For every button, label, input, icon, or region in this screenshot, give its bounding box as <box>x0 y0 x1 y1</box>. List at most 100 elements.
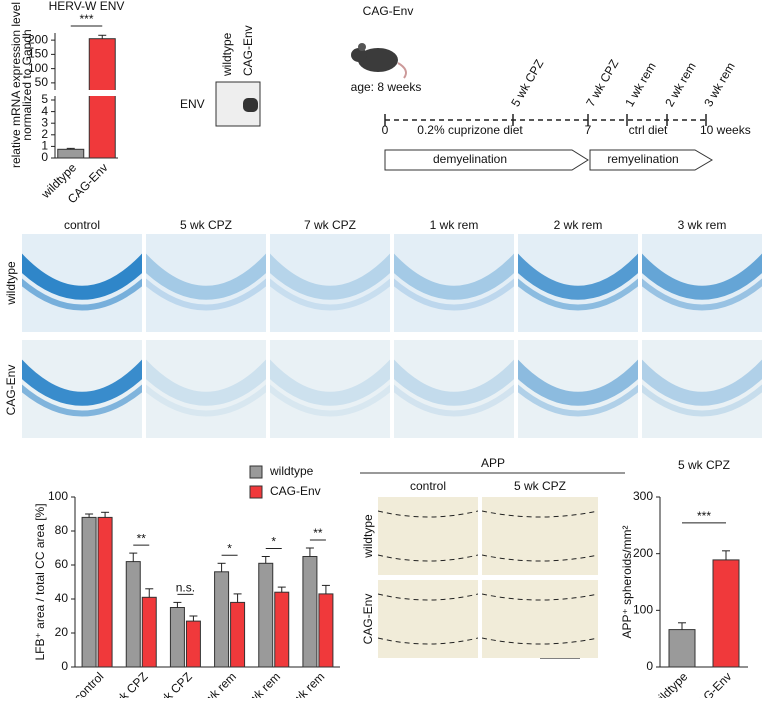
micrograph <box>270 234 390 332</box>
tissue-band <box>518 278 638 311</box>
micrograph <box>518 234 638 332</box>
y-tick-label: 1 <box>41 139 48 153</box>
column-label: 2 wk rem <box>554 218 603 232</box>
column-label: control <box>64 218 100 232</box>
bar <box>318 593 334 668</box>
y-tick-label: 40 <box>55 591 69 605</box>
axis-label: 7 <box>585 123 592 137</box>
column-label: 3 wk rem <box>678 218 727 232</box>
x-tick-label: 2 wk rem <box>239 669 283 698</box>
y-tick-label: 0 <box>61 659 68 673</box>
tissue-band <box>270 278 390 311</box>
x-tick-label: CAG-Env <box>689 669 735 698</box>
phase-label: ctrl diet <box>629 123 668 137</box>
timepoint-label: 7 wk CPZ <box>583 57 621 109</box>
image-bg <box>146 234 266 332</box>
x-tick-label: 1 wk rem <box>195 669 239 698</box>
arrow-label: remyelination <box>607 152 678 166</box>
bar <box>88 38 116 159</box>
tissue-band <box>22 384 142 417</box>
bar <box>214 571 230 668</box>
chart-title: 5 wk CPZ <box>678 458 730 472</box>
y-tick-label: 100 <box>28 61 48 75</box>
y-tick-label: 100 <box>633 603 653 617</box>
micrograph <box>378 580 478 658</box>
y-tick-label: 50 <box>35 75 49 89</box>
chart-title: HERV-W ENV <box>49 0 125 13</box>
tissue-band <box>394 384 514 417</box>
y-tick-label: 4 <box>41 104 48 118</box>
tissue-band <box>270 384 390 417</box>
legend-swatch <box>249 485 263 499</box>
micrograph <box>146 340 266 438</box>
sig-label: * <box>271 535 276 549</box>
row-label: CAG-Env <box>361 594 375 645</box>
micrograph <box>378 497 478 575</box>
cc-outline <box>378 554 478 562</box>
y-tick-label: 5 <box>41 92 48 106</box>
y-tick-label: 150 <box>28 47 48 61</box>
y-tick-label: 200 <box>633 546 653 560</box>
bar <box>57 148 85 159</box>
sig-label: ** <box>313 526 323 540</box>
tissue-band <box>146 384 266 417</box>
cc-outline <box>482 510 598 518</box>
tissue-band <box>22 359 142 406</box>
timepoint-label: 2 wk rem <box>662 60 698 109</box>
sig-label: *** <box>79 12 93 26</box>
column-label: 5 wk CPZ <box>514 479 566 493</box>
y-tick-label: 3 <box>41 115 48 129</box>
row-label: wildtype <box>361 514 375 559</box>
bar <box>185 620 201 668</box>
tissue-band <box>518 359 638 406</box>
x-tick-label: control <box>71 669 106 698</box>
tissue-band <box>642 278 762 311</box>
micrograph <box>394 234 514 332</box>
micrograph <box>146 234 266 332</box>
column-label: 5 wk CPZ <box>180 218 232 232</box>
blot-band <box>243 98 258 112</box>
y-tick-label: 300 <box>633 489 653 503</box>
y-tick-label: 0 <box>41 150 48 164</box>
mouse-icon <box>351 43 407 79</box>
lane-label: wildtype <box>220 32 234 77</box>
arrow-shape <box>589 149 713 171</box>
micrograph <box>394 340 514 438</box>
image-bg <box>394 340 514 438</box>
micrograph <box>270 340 390 438</box>
y-tick-label: 2 <box>41 127 48 141</box>
axes <box>74 497 340 668</box>
tissue-band <box>270 253 390 300</box>
tissue-band <box>642 253 762 300</box>
legend-label: wildtype <box>269 464 314 478</box>
tissue-band <box>146 359 266 406</box>
image-bg <box>394 234 514 332</box>
y-tick-label: 60 <box>55 557 69 571</box>
bar <box>258 562 274 668</box>
row-label: CAG-Env <box>4 365 18 416</box>
image-bg <box>378 497 478 575</box>
mouse-label: CAG-Env <box>363 4 414 18</box>
legend-swatch <box>249 465 263 479</box>
panel-title: APP <box>481 456 505 470</box>
timepoint-label: 5 wk CPZ <box>508 57 546 109</box>
micrograph <box>482 497 598 575</box>
row-label: wildtype <box>4 261 18 306</box>
lane-label: CAG-Env <box>241 25 255 76</box>
cc-outline <box>482 637 598 645</box>
bar <box>712 559 740 668</box>
image-bg <box>378 580 478 658</box>
blot-label: ENV <box>180 97 205 111</box>
age-label: age: 8 weeks <box>351 80 422 94</box>
cc-outline <box>482 593 598 601</box>
tissue-band <box>642 359 762 406</box>
image-bg <box>270 340 390 438</box>
arrow-label: demyelination <box>433 152 507 166</box>
cc-outline <box>378 593 478 601</box>
x-tick-label: wildtype <box>649 669 690 698</box>
sig-label: *** <box>697 509 711 523</box>
y-tick-label: 0 <box>646 659 653 673</box>
micrograph <box>518 340 638 438</box>
timepoint-label: 1 wk rem <box>622 60 658 109</box>
